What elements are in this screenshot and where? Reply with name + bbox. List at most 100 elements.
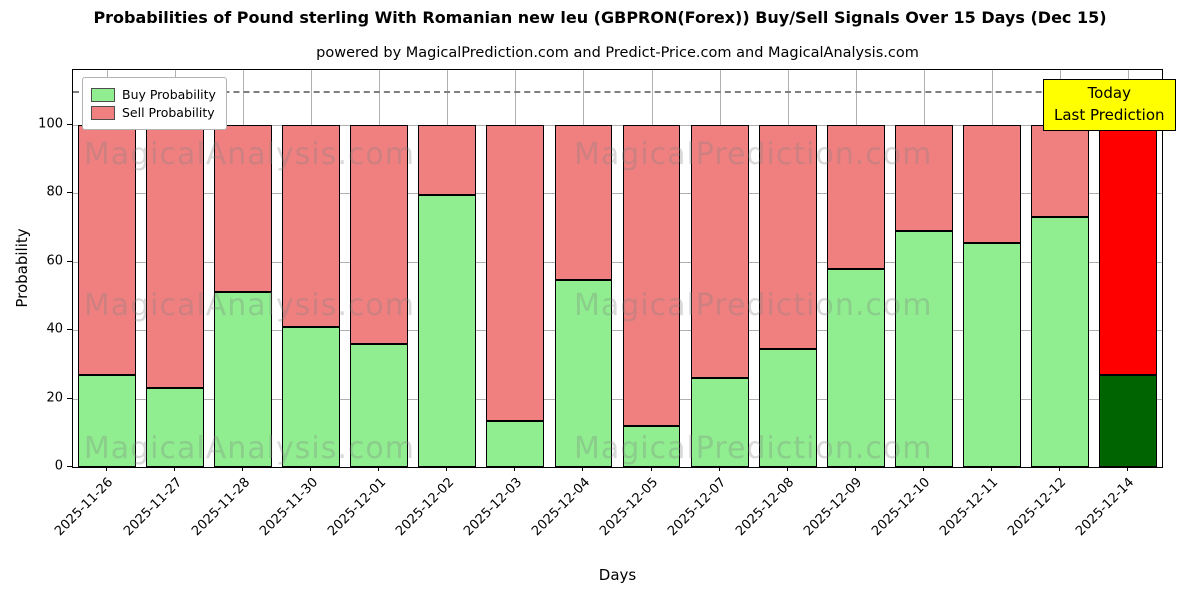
x-tick-mark (1126, 466, 1128, 471)
h-gridline (73, 124, 1162, 126)
bar-buy-segment (1099, 374, 1157, 467)
x-tick-label: 2025-12-02 (392, 475, 457, 540)
x-tick-mark (106, 466, 108, 471)
bar-buy-segment (1030, 217, 1089, 467)
x-tick-mark (650, 466, 652, 471)
x-tick-mark (854, 466, 856, 471)
y-tick-mark (67, 123, 72, 125)
x-tick-label: 2025-12-09 (801, 475, 866, 540)
bar-buy-segment (758, 348, 817, 467)
h-gridline (73, 261, 1162, 263)
sell-probability-swatch (91, 105, 115, 120)
today-annotation-line2: Last Prediction (1054, 105, 1165, 124)
today-annotation: Today Last Prediction (1043, 79, 1176, 131)
bar-buy-segment (486, 420, 545, 467)
bar-buy-segment (214, 292, 273, 467)
legend-sell-label: Sell Probability (122, 105, 215, 120)
y-tick-mark (67, 329, 72, 331)
bar-buy-segment (78, 374, 136, 467)
plot-wrap: Buy Probability Sell Probability Magical… (38, 69, 1163, 539)
bar-buy-segment (826, 268, 885, 467)
x-tick-mark (786, 466, 788, 471)
dashed-reference-line (73, 90, 1162, 93)
bar-sell-segment (758, 124, 817, 349)
legend-buy-label: Buy Probability (122, 87, 216, 102)
y-tick-label: 0 (54, 458, 63, 474)
today-annotation-line1: Today (1087, 84, 1131, 102)
x-tick-label: 2025-12-04 (529, 475, 594, 540)
bar-sell-segment (214, 124, 273, 293)
x-tick-mark (514, 466, 516, 471)
x-tick-mark (378, 466, 380, 471)
bar-sell-segment (1099, 124, 1157, 375)
y-tick-label: 60 (46, 253, 63, 269)
watermark-text: MagicalPrediction.com (573, 288, 933, 324)
h-gridline (73, 467, 1162, 468)
bar-sell-segment (146, 124, 204, 389)
bar-buy-segment (690, 378, 749, 467)
bar-buy-segment (962, 242, 1021, 467)
x-tick-mark (922, 466, 924, 471)
bar-buy-segment (146, 388, 204, 467)
chart-title: Probabilities of Pound sterling With Rom… (93, 8, 1107, 27)
x-tick-label: 2025-12-12 (1005, 475, 1070, 540)
plot-area: Buy Probability Sell Probability Magical… (72, 69, 1163, 468)
y-tick-mark (67, 260, 72, 262)
buy-probability-swatch (91, 87, 115, 102)
bar-buy-segment (282, 326, 341, 467)
x-tick-label: 2025-12-08 (733, 475, 798, 540)
y-tick-label: 100 (38, 116, 63, 132)
bar-sell-segment (962, 124, 1021, 243)
chart-subtitle: powered by MagicalPrediction.com and Pre… (316, 45, 919, 61)
y-tick-label: 40 (46, 321, 63, 337)
x-tick-mark (718, 466, 720, 471)
y-tick-label: 80 (46, 184, 63, 200)
bar-sell-segment (622, 124, 681, 426)
legend-item-buy: Buy Probability (91, 87, 216, 102)
x-axis-label: Days (598, 566, 637, 584)
bar-sell-segment (690, 124, 749, 379)
x-tick-label: 2025-11-28 (188, 475, 253, 540)
h-gridline (73, 398, 1162, 400)
x-tick-mark (1058, 466, 1060, 471)
bar-buy-segment (622, 425, 681, 467)
y-tick-mark (67, 466, 72, 467)
y-axis-label: Probability (13, 228, 31, 308)
bar-buy-segment (554, 280, 613, 467)
x-tick-mark (310, 466, 312, 471)
bar-buy-segment (350, 343, 409, 467)
x-tick-label: 2025-12-11 (937, 475, 1002, 540)
h-gridline (73, 330, 1162, 332)
y-tick-mark (67, 397, 72, 399)
bar-buy-segment (418, 194, 477, 467)
x-tick-mark (990, 466, 992, 471)
x-tick-label: 2025-12-14 (1073, 475, 1138, 540)
bar-sell-segment (282, 124, 341, 327)
bar-sell-segment (350, 124, 409, 344)
watermark-text: MagicalAnalysis.com (83, 288, 415, 324)
legend: Buy Probability Sell Probability (82, 77, 227, 130)
x-tick-label: 2025-12-03 (460, 475, 526, 540)
x-tick-mark (446, 466, 448, 471)
y-tick-label: 20 (46, 390, 63, 406)
bar-buy-segment (894, 230, 953, 467)
bar-sell-segment (78, 124, 136, 375)
bar-sell-segment (554, 124, 613, 281)
bar-sell-segment (486, 124, 545, 421)
watermark-text: MagicalPrediction.com (573, 431, 933, 467)
x-tick-mark (582, 466, 584, 471)
x-tick-label: 2025-12-10 (869, 475, 934, 540)
bar-sell-segment (894, 124, 953, 231)
x-tick-label: 2025-12-05 (597, 475, 662, 540)
watermark-text: MagicalAnalysis.com (83, 431, 415, 467)
x-tick-label: 2025-11-30 (256, 475, 321, 540)
x-tick-label: 2025-12-07 (665, 475, 730, 540)
h-gridline (73, 193, 1162, 195)
bar-sell-segment (826, 124, 885, 269)
y-tick-mark (67, 192, 72, 194)
x-tick-mark (242, 466, 244, 471)
x-tick-label: 2025-11-27 (120, 475, 185, 540)
x-tick-label: 2025-11-26 (52, 475, 117, 540)
legend-item-sell: Sell Probability (91, 105, 216, 120)
